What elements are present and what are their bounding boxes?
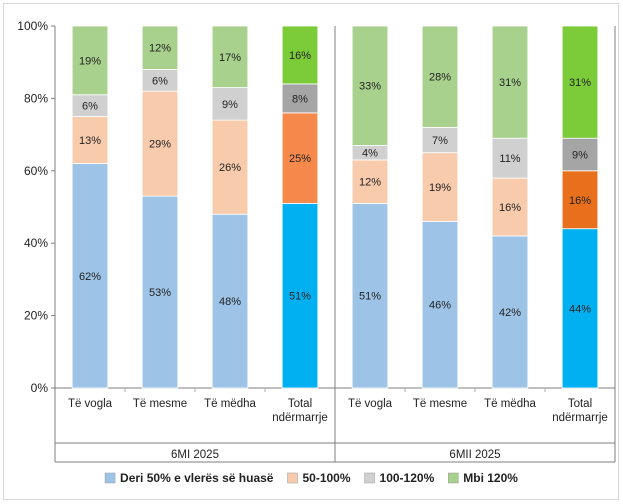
data-label: 29%: [149, 139, 171, 151]
bar-segment: [281, 112, 319, 204]
y-tick-label: 60%: [24, 164, 48, 178]
bar-segment: [351, 159, 389, 204]
bar-segment: [421, 126, 459, 154]
data-label: 6%: [82, 101, 98, 113]
data-label: 51%: [359, 291, 381, 303]
data-label: 13%: [79, 135, 101, 147]
category-label: ndërmarrje: [272, 412, 328, 424]
bar-segment: [71, 25, 109, 96]
category-axis: Të vogla Të mesme Të mëdha Total ndërmarrje 6…: [54, 26, 616, 463]
data-label: 12%: [359, 177, 381, 189]
data-label: 31%: [569, 77, 591, 89]
category-label: Të mesme: [413, 398, 467, 410]
bar-segment: [491, 25, 529, 139]
data-label: 51%: [289, 291, 311, 303]
category-label: Të mëdha: [484, 398, 536, 410]
data-label: 16%: [289, 50, 311, 62]
data-label: 6%: [152, 75, 168, 87]
data-label: 19%: [79, 55, 101, 67]
legend-label: Deri 50% e vlerës së huasë: [120, 471, 274, 485]
data-labels: 62% 13% 6% 19% 53% 29% 6% 12% 48% 26% 9% 17% 51% 25% 8…: [79, 43, 591, 319]
category-label: Të vogla: [68, 398, 113, 410]
legend-swatch: [448, 472, 459, 484]
legend-swatch: [104, 472, 116, 484]
category-label: Të mëdha: [204, 398, 256, 410]
bar-segment: [351, 202, 389, 389]
data-label: 44%: [569, 303, 591, 315]
bar-segment: [491, 235, 529, 389]
bar-segment: [421, 152, 459, 222]
category-label: Total: [568, 398, 592, 410]
y-tick-label: 20%: [24, 309, 48, 323]
bar-segment: [141, 195, 179, 389]
category-label: Total: [288, 398, 312, 410]
data-label: 33%: [359, 81, 381, 93]
bar-segment: [351, 25, 389, 146]
data-label: 16%: [569, 195, 591, 207]
data-label: 17%: [219, 52, 241, 64]
legend-label: Mbi 120%: [463, 471, 518, 485]
y-tick-label: 100%: [17, 19, 48, 33]
legend-swatch: [287, 472, 298, 484]
data-label: 19%: [429, 182, 451, 194]
data-label: 46%: [429, 300, 451, 312]
data-label: 4%: [362, 148, 378, 160]
bar-segment: [421, 25, 459, 128]
legend-label: 100-120%: [380, 471, 435, 485]
data-label: 7%: [432, 135, 448, 147]
bar-segment: [491, 137, 529, 179]
legend-swatch: [364, 472, 375, 484]
legend-label: 50-100%: [302, 471, 350, 485]
group-label: 6MI 2025: [171, 449, 219, 461]
y-tick-label: 0%: [31, 381, 49, 395]
data-label: 9%: [222, 99, 238, 111]
data-label: 9%: [572, 150, 588, 162]
category-label: ndërmarrje: [552, 412, 608, 424]
bars: [71, 25, 599, 389]
y-tick-label: 40%: [24, 236, 48, 250]
data-label: 53%: [149, 287, 171, 299]
bar-segment: [561, 25, 599, 139]
bar-segment: [141, 90, 179, 197]
data-label: 26%: [219, 162, 241, 174]
bar-segment: [491, 177, 529, 237]
bar-segment: [281, 25, 319, 85]
category-label: Të mesme: [133, 398, 187, 410]
bar-segment: [211, 25, 249, 88]
bar-segment: [561, 137, 599, 172]
bar-segment: [281, 202, 319, 389]
bar-segment: [211, 87, 249, 121]
data-label: 42%: [499, 307, 521, 319]
bar-segment: [211, 119, 249, 215]
data-label: 11%: [499, 153, 520, 165]
data-label: 62%: [79, 271, 101, 283]
data-label: 31%: [499, 77, 521, 89]
data-label: 12%: [149, 43, 171, 55]
data-label: 8%: [292, 93, 308, 105]
data-label: 25%: [289, 153, 311, 165]
bar-segment: [211, 213, 249, 389]
category-label: Të vogla: [348, 398, 393, 410]
y-tick-label: 80%: [24, 91, 48, 105]
legend: Deri 50% e vlerës së huasë 50-100% 100-120…: [104, 471, 518, 485]
group-label: 6MII 2025: [449, 449, 500, 461]
data-label: 28%: [429, 72, 451, 84]
data-label: 48%: [219, 296, 241, 308]
data-label: 16%: [499, 202, 521, 214]
bar-segment: [141, 25, 179, 70]
